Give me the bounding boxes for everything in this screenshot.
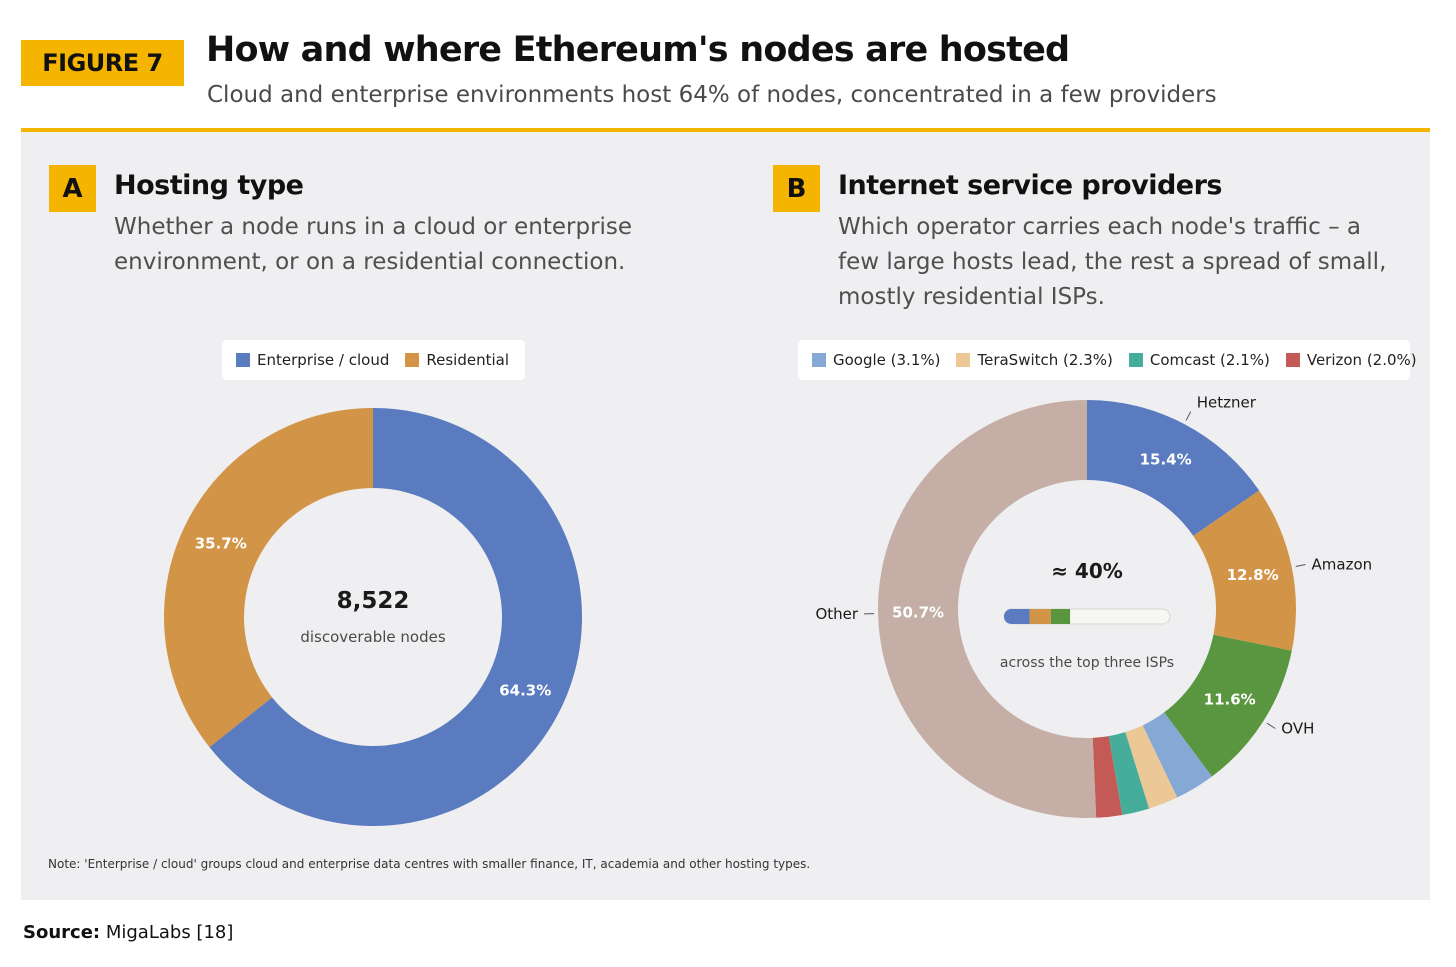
chart-b-label-hetzner: 15.4%: [1140, 450, 1192, 468]
chart-b-slice-teraswitch: [1125, 725, 1178, 809]
chart-b-legend-label: Google (3.1%): [833, 351, 941, 369]
chart-a-slice-enterprise-cloud: [209, 408, 582, 826]
source-label: Source:: [23, 922, 101, 943]
chart-b-slice-google: [1142, 712, 1212, 798]
chart-b-center-value: ≈ 40%: [1051, 559, 1123, 583]
chart-b-outside-label-other: Other: [815, 605, 858, 623]
chart-b-legend-item-verizon: Verizon (2.0%): [1285, 351, 1417, 369]
chart-b-legend-label: Comcast (2.1%): [1149, 351, 1270, 369]
chart-a-legend-swatch: [236, 353, 250, 367]
chart-b-leader-amazon: [1295, 563, 1306, 567]
chart-b-label-amazon: 12.8%: [1227, 566, 1279, 584]
chart-b-leader-hetzner: [1185, 411, 1192, 421]
chart-b-label-ovh: 11.6%: [1204, 691, 1256, 709]
chart-b-legend-label: Verizon (2.0%): [1306, 351, 1417, 369]
chart-b-slice-other: [878, 400, 1097, 818]
source-text: MigaLabs [18]: [105, 922, 234, 943]
chart-b-legend-label: TeraSwitch (2.3%): [977, 351, 1113, 369]
figure-label: FIGURE 7: [21, 40, 184, 86]
chart-b-legend: Google (3.1%) TeraSwitch (2.3%) Comcast (2…: [798, 340, 1417, 380]
footnote: Note: 'Enterprise / cloud' groups cloud …: [48, 857, 811, 871]
chart-b-outside-label-hetzner: Hetzner: [1197, 395, 1257, 412]
chart-a-legend-label: Enterprise / cloud: [257, 351, 390, 369]
chart-b-center-bar-segment-1: [1004, 609, 1030, 624]
chart-b-outside-label-ovh: OVH: [1281, 719, 1314, 737]
header-rule: [21, 128, 1430, 132]
chart-b-legend-item-teraswitch: TeraSwitch (2.3%): [956, 351, 1113, 369]
chart-a-label-enterprise-cloud: 64.3%: [499, 681, 551, 699]
chart-b-legend-swatch: [1285, 353, 1300, 367]
chart-b-slice-verizon: [1092, 736, 1123, 818]
chart-a-center-value: 8,522: [337, 588, 410, 614]
panel-b-title: Internet service providers: [838, 170, 1222, 201]
chart-a-center-label: discoverable nodes: [300, 628, 446, 646]
chart-b-center-label: across the top three ISPs: [1000, 655, 1174, 671]
chart-b-center-bar-segment-2: [1029, 609, 1051, 624]
chart-a-legend-item-residential: Residential: [405, 351, 509, 369]
chart-b-legend-swatch: [956, 353, 971, 367]
chart-b-slice-comcast: [1108, 732, 1150, 815]
chart-b-outside-label-amazon: Amazon: [1312, 555, 1373, 573]
chart-a-legend: Enterprise / cloud Residential: [222, 340, 525, 380]
figure-subtitle: Cloud and enterprise environments host 6…: [207, 82, 1217, 108]
chart-a-legend-item-enterprise-cloud: Enterprise / cloud: [236, 351, 389, 369]
figure-title: How and where Ethereum's nodes are hoste…: [206, 30, 1070, 70]
chart-b-donut: 15.4% 12.8% 11.6% 50.7% Hetzner Amazon OVH Oth…: [815, 395, 1373, 818]
chart-a-slice-residential: [164, 408, 373, 748]
chart-b-legend-swatch: [812, 353, 826, 367]
chart-a-donut: 64.3% 35.7% 8,522 discoverable nodes: [164, 408, 582, 826]
panel-a-title: Hosting type: [114, 170, 304, 201]
panel-a-letter: A: [49, 165, 96, 212]
chart-b-slice-hetzner: [1087, 400, 1260, 536]
chart-b-legend-swatch: [1128, 353, 1143, 367]
panel-b-description: Which operator carries each node's traff…: [838, 214, 1387, 310]
chart-b-slice-amazon: [1193, 490, 1296, 651]
chart-b-legend-item-google: Google (3.1%): [812, 351, 940, 369]
panel-a-description: Whether a node runs in a cloud or enterp…: [114, 214, 633, 275]
chart-b-leader-ovh: [1266, 722, 1276, 729]
chart-b-slice-ovh: [1164, 634, 1292, 777]
chart-a-label-residential: 35.7%: [195, 535, 247, 553]
panel-b-letter: B: [773, 165, 820, 212]
chart-b-label-other: 50.7%: [892, 604, 944, 622]
chart-b-legend-item-comcast: Comcast (2.1%): [1128, 351, 1270, 369]
source-line: Source: MigaLabs [18]: [23, 922, 233, 943]
chart-a-legend-swatch: [405, 353, 420, 367]
chart-b-center-bar-segment-3: [1050, 609, 1071, 624]
chart-a-legend-label: Residential: [426, 351, 509, 369]
